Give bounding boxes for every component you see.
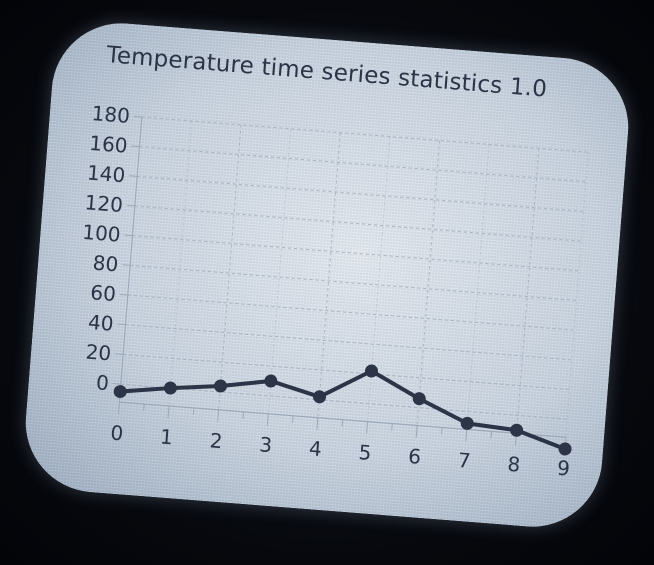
series-line-path bbox=[118, 368, 568, 452]
x-minor-tick bbox=[391, 423, 393, 431]
y-tick-label: 0 bbox=[95, 370, 110, 395]
x-tick-label: 2 bbox=[209, 428, 224, 453]
x-minor-tick bbox=[490, 431, 493, 439]
x-tick bbox=[217, 409, 220, 422]
x-tick-label: 7 bbox=[457, 448, 472, 473]
y-grid-line bbox=[123, 353, 570, 391]
y-tick bbox=[133, 115, 142, 118]
x-tick bbox=[117, 402, 120, 415]
y-grid-line bbox=[141, 116, 589, 153]
x-grid-line bbox=[416, 140, 441, 428]
y-grid-line bbox=[127, 294, 575, 331]
y-tick bbox=[122, 264, 131, 266]
x-minor-tick bbox=[192, 407, 195, 415]
x-tick-labels: 0 1 2 3 4 5 6 7 8 9 bbox=[110, 421, 571, 481]
x-tick-label: 4 bbox=[308, 436, 323, 461]
x-tick-label: 8 bbox=[507, 452, 522, 477]
x-tick bbox=[167, 405, 170, 419]
x-grid-line bbox=[217, 124, 242, 412]
x-tick-label: 6 bbox=[407, 444, 422, 469]
x-tick bbox=[366, 421, 369, 434]
x-tick bbox=[415, 425, 418, 438]
data-points bbox=[113, 364, 572, 456]
x-grid-line bbox=[168, 120, 192, 409]
x-minor-tick bbox=[242, 411, 244, 419]
y-grid-line bbox=[137, 175, 584, 213]
y-tick-label: 40 bbox=[87, 310, 114, 336]
x-tick-label: 1 bbox=[159, 424, 174, 449]
data-point bbox=[412, 392, 426, 406]
y-grid-line bbox=[130, 264, 577, 302]
x-tick bbox=[266, 413, 269, 426]
data-point bbox=[313, 390, 327, 404]
x-minor-tick bbox=[292, 415, 294, 423]
x-tick-label: 3 bbox=[259, 432, 274, 457]
y-tick bbox=[124, 234, 133, 237]
y-tick-label: 140 bbox=[86, 160, 126, 187]
y-grid-line bbox=[139, 146, 587, 183]
y-tick bbox=[126, 204, 135, 207]
y-axis-line bbox=[118, 116, 143, 403]
y-tick bbox=[115, 353, 124, 355]
y-tick bbox=[119, 293, 128, 296]
data-point bbox=[460, 416, 474, 430]
y-tick bbox=[129, 175, 138, 177]
y-tick bbox=[112, 383, 121, 385]
x-grid-line bbox=[267, 128, 292, 416]
x-minor-tick bbox=[143, 404, 145, 412]
y-tick-label: 180 bbox=[91, 101, 131, 128]
series-line bbox=[118, 368, 568, 452]
axes bbox=[112, 115, 567, 450]
x-tick-label: 5 bbox=[358, 440, 373, 465]
y-grid-line bbox=[120, 383, 568, 420]
y-grid-line bbox=[134, 205, 582, 242]
x-grid-line bbox=[515, 148, 540, 436]
x-minor-tick bbox=[440, 427, 443, 435]
data-point bbox=[214, 379, 228, 393]
x-grid-line bbox=[466, 144, 490, 432]
x-tick-label: 0 bbox=[110, 421, 125, 446]
chart-screen: Temperature time series statistics 1.0 0… bbox=[20, 18, 634, 532]
y-tick-label: 160 bbox=[89, 131, 129, 158]
x-grid-line bbox=[565, 152, 589, 440]
y-tick-label: 120 bbox=[84, 190, 124, 217]
y-tick-label: 60 bbox=[90, 280, 117, 306]
data-point bbox=[558, 442, 572, 456]
data-point bbox=[264, 374, 278, 388]
x-axis-line bbox=[119, 401, 567, 438]
data-point bbox=[113, 385, 127, 399]
data-point bbox=[163, 381, 177, 395]
y-tick-label: 20 bbox=[85, 340, 112, 366]
data-point bbox=[364, 364, 378, 378]
y-grid-line bbox=[132, 235, 580, 272]
x-grid-line bbox=[317, 132, 341, 420]
y-tick bbox=[131, 145, 140, 148]
data-point bbox=[510, 423, 524, 437]
x-tick bbox=[465, 429, 468, 442]
y-grid-line bbox=[125, 324, 573, 361]
x-minor-tick bbox=[341, 419, 344, 427]
y-tick bbox=[117, 323, 126, 326]
grid-lines bbox=[118, 116, 589, 440]
y-tick-label: 80 bbox=[92, 251, 119, 277]
y-tick-label: 100 bbox=[82, 220, 122, 247]
x-tick bbox=[316, 417, 319, 430]
x-tick-label: 9 bbox=[556, 456, 571, 481]
